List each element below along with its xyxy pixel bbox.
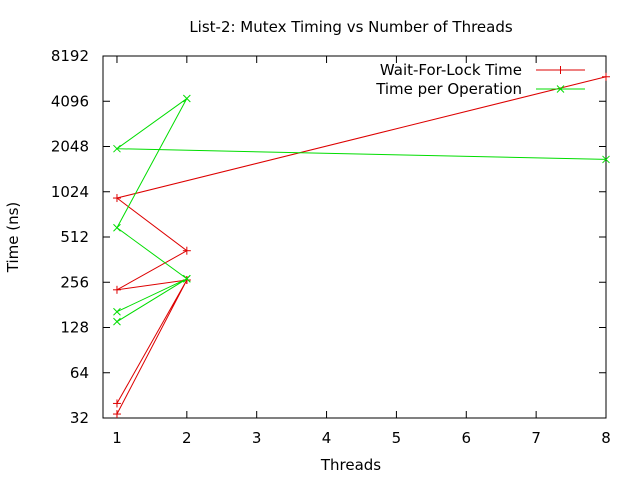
y-tick-label: 32 [70,409,89,427]
y-tick-label: 256 [60,273,89,291]
series-0 [112,72,610,419]
y-axis-label: Time (ns) [4,202,22,274]
y-tick-label: 512 [60,228,89,246]
y-tick-label: 64 [70,364,89,382]
data-point-marker [182,94,191,103]
y-tick-label: 8192 [51,47,89,65]
series-line [115,76,607,415]
legend-label: Time per Operation [375,80,522,98]
data-point-marker [556,85,565,93]
data-point-marker [113,307,121,316]
x-axis-label: Threads [320,456,381,474]
data-point-marker [113,223,121,232]
x-tick-label: 2 [182,429,192,447]
x-tick-label: 8 [601,429,611,447]
x-tick-label: 1 [112,429,122,447]
x-tick-label: 6 [462,429,472,447]
x-tick-label: 3 [252,429,262,447]
series-1 [113,94,610,326]
legend-label: Wait-For-Lock Time [380,61,522,79]
data-point-marker [113,144,121,153]
plot-frame [102,55,607,419]
x-tick-label: 4 [322,429,332,447]
y-tick-label: 2048 [51,138,89,156]
axis-ticks: 1 2 3 4 5 6 7 8 32 64 128 256 512 1024 2048 4096 8192 [51,47,611,447]
x-tick-label: 5 [392,429,402,447]
y-tick-label: 128 [60,319,89,337]
series-line [115,98,607,323]
y-tick-label: 4096 [51,92,89,110]
data-point-marker [182,274,191,283]
x-tick-label: 7 [531,429,541,447]
data-point-marker [602,155,610,164]
series-layer [112,72,610,419]
data-point-marker [113,317,121,326]
chart-title: List-2: Mutex Timing vs Number of Thread… [189,18,513,36]
y-tick-label: 1024 [51,183,89,201]
